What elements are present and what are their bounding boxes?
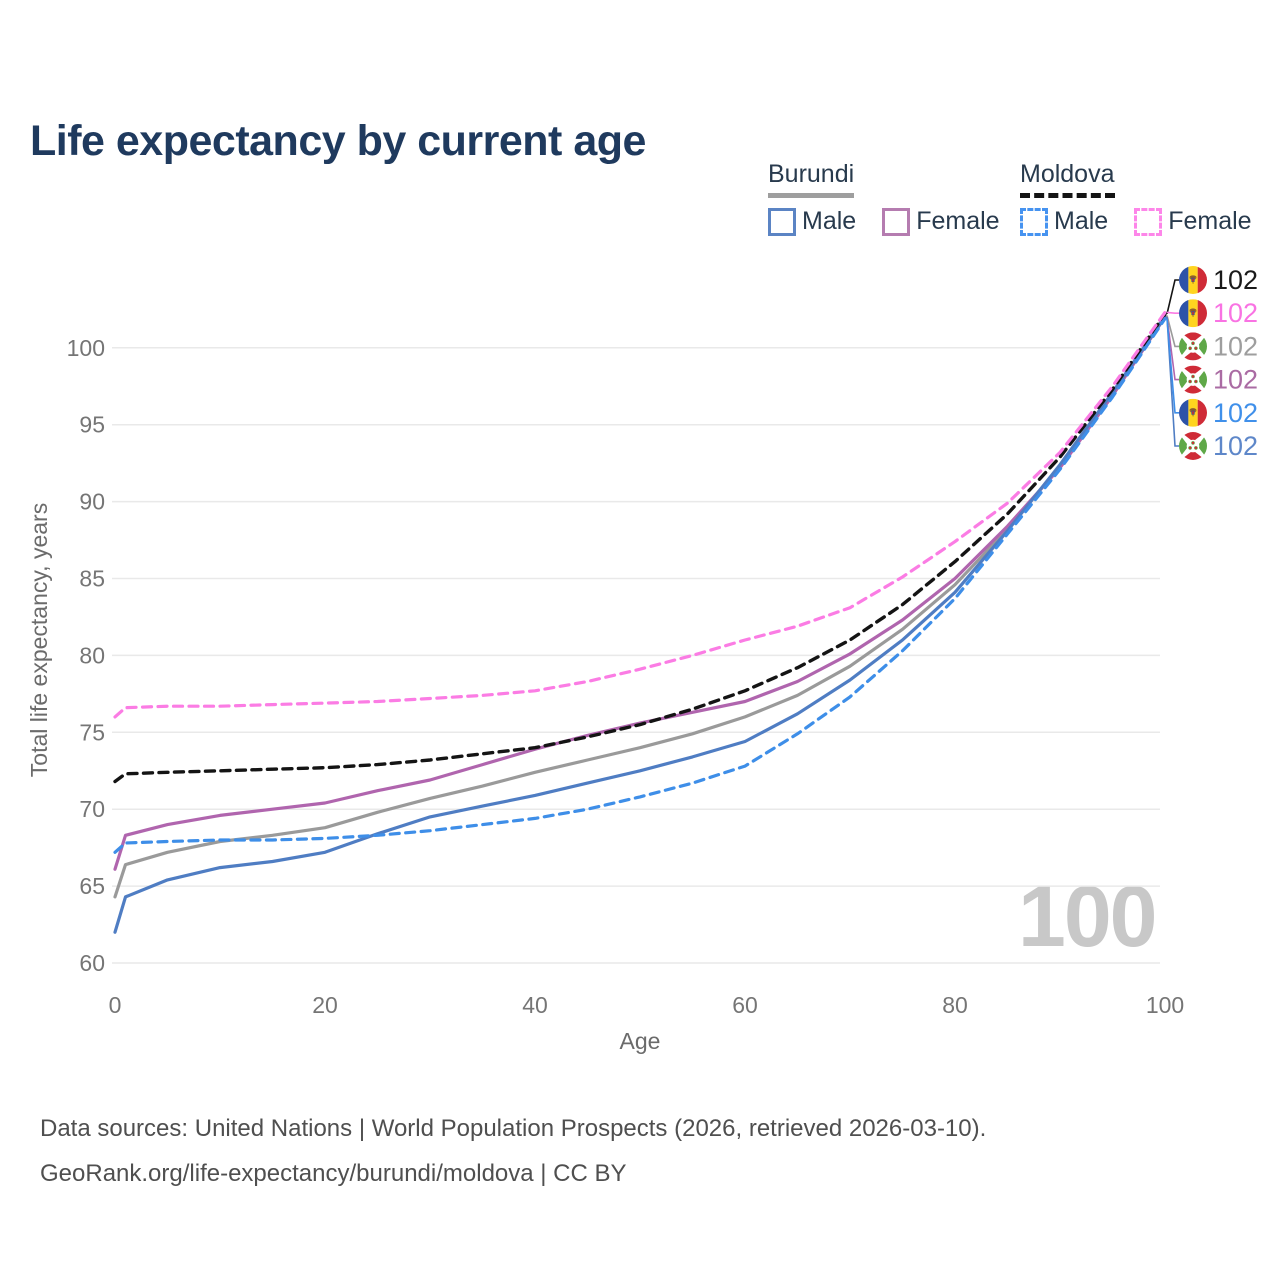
moldova-flag-icon[interactable]: [1179, 399, 1207, 427]
leader-line-moldova-female: [1166, 311, 1179, 314]
footer: Data sources: United Nations | World Pop…: [40, 1106, 986, 1196]
x-tick-label: 40: [522, 992, 548, 1018]
x-axis-title: Age: [620, 1028, 661, 1054]
axes: 60 65 70 75 80 85 90 95 100 0 20 40 60 80 100 Age Total …: [26, 335, 1184, 1054]
page-title: Life expectancy by current age: [30, 116, 646, 165]
y-tick-label: 65: [79, 873, 105, 899]
legend: Burundi Male Female Moldova Male: [0, 0, 1280, 250]
leader-line-burundi-female: [1166, 316, 1179, 381]
x-tick-label: 100: [1146, 992, 1184, 1018]
end-value-burundi-male[interactable]: 102: [1213, 431, 1258, 461]
end-value-moldova-both[interactable]: 102: [1213, 265, 1258, 295]
legend-header-burundi-label: Burundi: [768, 160, 855, 188]
y-tick-label: 95: [79, 412, 105, 438]
y-tick-label: 85: [79, 566, 105, 592]
burundi-female-swatch-icon: [882, 207, 911, 236]
legend-item-moldova-male[interactable]: Male: [1020, 207, 1108, 236]
y-axis-title: Total life expectancy, years: [26, 503, 52, 777]
hover-age-watermark: 100: [1018, 869, 1158, 965]
data-sources-line: Data sources: United Nations | World Pop…: [40, 1115, 987, 1142]
legend-header-burundi[interactable]: Burundi: [768, 160, 855, 198]
series-line-burundi-male[interactable]: [113, 315, 1167, 934]
x-tick-label: 0: [109, 992, 122, 1018]
series-line-burundi-female[interactable]: [113, 315, 1167, 871]
burundi-male-swatch-icon: [768, 207, 796, 236]
moldova-flag-icon[interactable]: [1179, 266, 1207, 294]
legend-group-burundi: Burundi Male Female: [768, 160, 1000, 236]
moldova-dashed-line-swatch: [1020, 193, 1115, 198]
y-tick-label: 70: [79, 796, 105, 822]
legend-item-burundi-male[interactable]: Male: [768, 207, 856, 236]
end-value-moldova-female[interactable]: 102: [1213, 298, 1258, 328]
legend-item-label: Female: [916, 207, 1000, 235]
legend-item-moldova-female[interactable]: Female: [1134, 207, 1252, 236]
end-value-moldova-male[interactable]: 102: [1213, 398, 1258, 428]
leader-line-burundi-male: [1166, 316, 1179, 447]
series-line-moldova-male[interactable]: [113, 317, 1167, 854]
end-value-burundi-female[interactable]: 102: [1213, 365, 1258, 395]
leader-line-burundi-both: [1166, 315, 1179, 348]
burundi-flag-icon[interactable]: [1179, 432, 1207, 460]
y-tick-label: 75: [79, 719, 105, 745]
legend-item-label: Male: [1054, 207, 1109, 235]
series-lines: [113, 310, 1167, 934]
legend-header-moldova[interactable]: Moldova: [1020, 160, 1115, 198]
burundi-flag-icon[interactable]: [1179, 332, 1207, 360]
leader-line-moldova-male: [1166, 318, 1179, 414]
leader-line-moldova-both: [1166, 279, 1179, 315]
gridlines: [112, 347, 1160, 964]
moldova-male-swatch-icon: [1020, 207, 1048, 236]
legend-group-moldova: Moldova Male Female: [1020, 160, 1252, 236]
legend-item-burundi-female[interactable]: Female: [882, 207, 1000, 236]
burundi-solid-line-swatch: [768, 193, 855, 198]
y-tick-label: 100: [67, 335, 105, 361]
y-tick-label: 80: [79, 642, 105, 668]
x-tick-label: 60: [732, 992, 758, 1018]
moldova-flag-icon[interactable]: [1179, 299, 1207, 327]
x-tick-label: 20: [312, 992, 338, 1018]
y-tick-label: 90: [79, 489, 105, 515]
y-tick-label: 60: [79, 950, 105, 976]
series-line-moldova-both[interactable]: [113, 312, 1167, 784]
series-line-moldova-female[interactable]: [113, 310, 1167, 719]
legend-item-label: Female: [1168, 207, 1252, 235]
legend-item-label: Male: [802, 207, 857, 235]
burundi-flag-icon[interactable]: [1179, 366, 1207, 394]
attribution-line: GeoRank.org/life-expectancy/burundi/mold…: [40, 1160, 627, 1187]
legend-header-moldova-label: Moldova: [1020, 160, 1115, 188]
end-value-burundi-both[interactable]: 102: [1213, 331, 1258, 361]
x-tick-label: 80: [942, 992, 968, 1018]
moldova-female-swatch-icon: [1134, 207, 1163, 236]
series-line-burundi-both[interactable]: [113, 313, 1167, 899]
